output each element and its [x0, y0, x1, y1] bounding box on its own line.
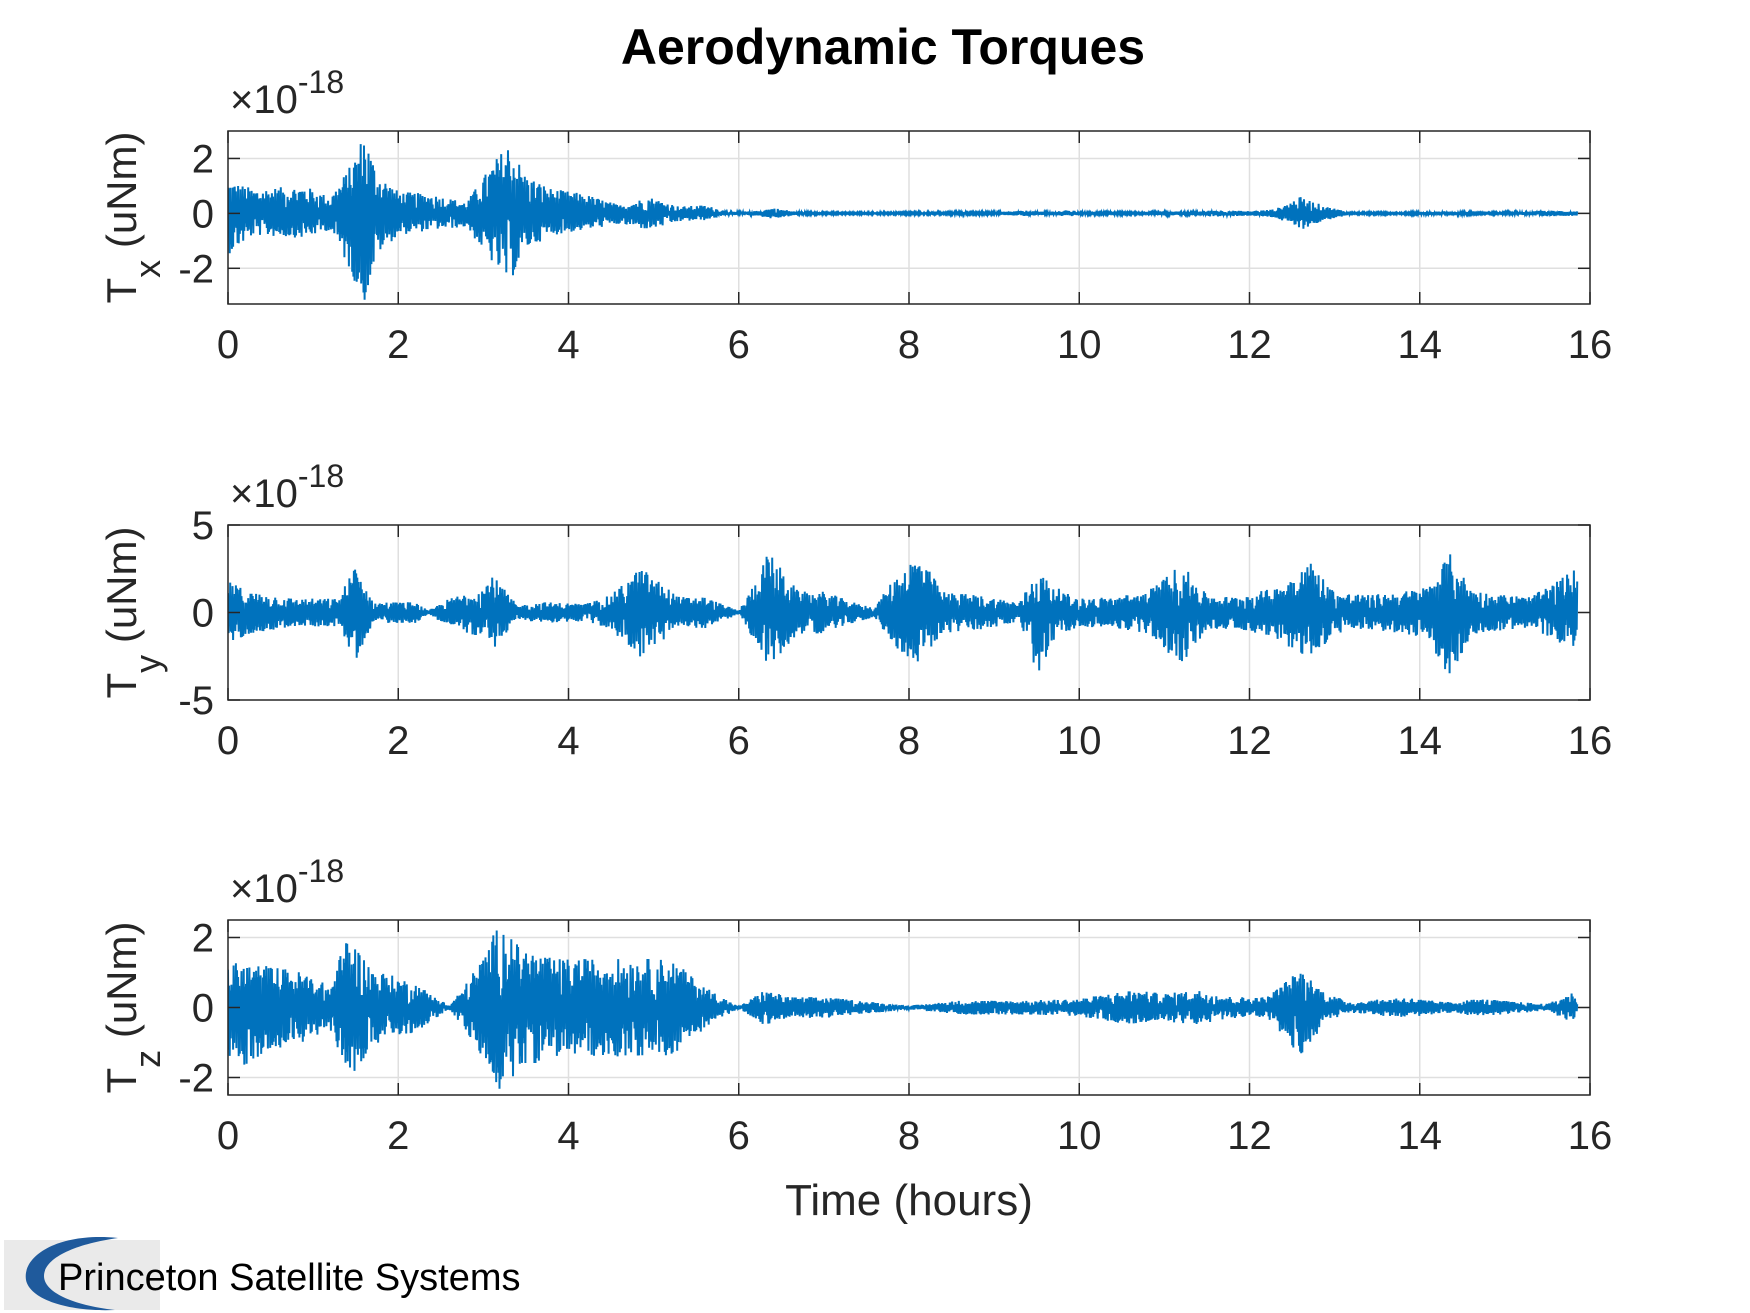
y-label-unit: (uNm): [98, 527, 145, 655]
x-tick-label: 8: [898, 323, 920, 367]
x-tick-label: 16: [1568, 1114, 1613, 1158]
y-tick-label: -5: [178, 679, 214, 723]
series-line-z: [228, 930, 1579, 1089]
x-tick-label: 2: [387, 719, 409, 763]
exponent-base: ×10: [230, 472, 298, 516]
y-label-sub: z: [127, 1050, 168, 1068]
y-label-unit: (uNm): [98, 132, 145, 260]
y-tick-label: 2: [192, 917, 214, 961]
x-tick-label: 16: [1568, 719, 1613, 763]
x-tick-label: 10: [1057, 323, 1102, 367]
x-tick-label: 6: [728, 323, 750, 367]
x-tick-label: 0: [217, 719, 239, 763]
x-tick-label: 6: [728, 1114, 750, 1158]
y-axis-label: Tx (uNm): [98, 132, 168, 304]
y-label-sub: x: [127, 260, 168, 278]
y-label-unit: (uNm): [98, 922, 145, 1050]
y-label-main: T: [98, 673, 145, 699]
y-tick-label: -2: [178, 247, 214, 291]
y-label-sub: y: [127, 655, 168, 673]
exponent-base: ×10: [230, 78, 298, 122]
x-tick-label: 12: [1227, 719, 1272, 763]
series-line-x: [228, 144, 1579, 300]
exponent-power: -18: [298, 458, 344, 494]
series-line-y: [228, 554, 1579, 674]
chart-title: Aerodynamic Torques: [621, 19, 1145, 75]
y-exponent-label: ×10-18: [230, 458, 344, 516]
y-tick-label: -2: [178, 1057, 214, 1101]
x-tick-label: 10: [1057, 1114, 1102, 1158]
x-tick-label: 8: [898, 1114, 920, 1158]
x-tick-label: 6: [728, 719, 750, 763]
y-axis-label: Tz (uNm): [98, 922, 168, 1094]
x-tick-label: 4: [557, 1114, 579, 1158]
company-logo: Princeton Satellite Systems: [4, 1237, 521, 1311]
y-axis-label: Ty (uNm): [98, 527, 168, 699]
x-tick-label: 14: [1398, 1114, 1443, 1158]
x-tick-label: 2: [387, 323, 409, 367]
y-exponent-label: ×10-18: [230, 853, 344, 911]
y-exponent-label: ×10-18: [230, 64, 344, 122]
logo-text: Princeton Satellite Systems: [58, 1257, 521, 1299]
x-tick-label: 12: [1227, 1114, 1272, 1158]
y-label-main: T: [98, 1068, 145, 1094]
exponent-power: -18: [298, 853, 344, 889]
y-tick-label: 0: [192, 592, 214, 636]
x-tick-label: 10: [1057, 719, 1102, 763]
x-tick-label: 14: [1398, 323, 1443, 367]
y-tick-label: 2: [192, 137, 214, 181]
x-tick-label: 0: [217, 1114, 239, 1158]
x-axis-label: Time (hours): [785, 1176, 1033, 1225]
x-tick-label: 16: [1568, 323, 1613, 367]
x-tick-label: 8: [898, 719, 920, 763]
x-tick-label: 4: [557, 719, 579, 763]
exponent-power: -18: [298, 64, 344, 100]
x-tick-label: 14: [1398, 719, 1443, 763]
exponent-base: ×10: [230, 867, 298, 911]
y-label-main: T: [98, 278, 145, 304]
x-tick-label: 12: [1227, 323, 1272, 367]
y-tick-label: 0: [192, 192, 214, 236]
x-tick-label: 2: [387, 1114, 409, 1158]
swoosh-logo-icon: [25, 1237, 118, 1311]
y-tick-label: 5: [192, 504, 214, 548]
x-tick-label: 0: [217, 323, 239, 367]
y-tick-label: 0: [192, 987, 214, 1031]
x-tick-label: 4: [557, 323, 579, 367]
